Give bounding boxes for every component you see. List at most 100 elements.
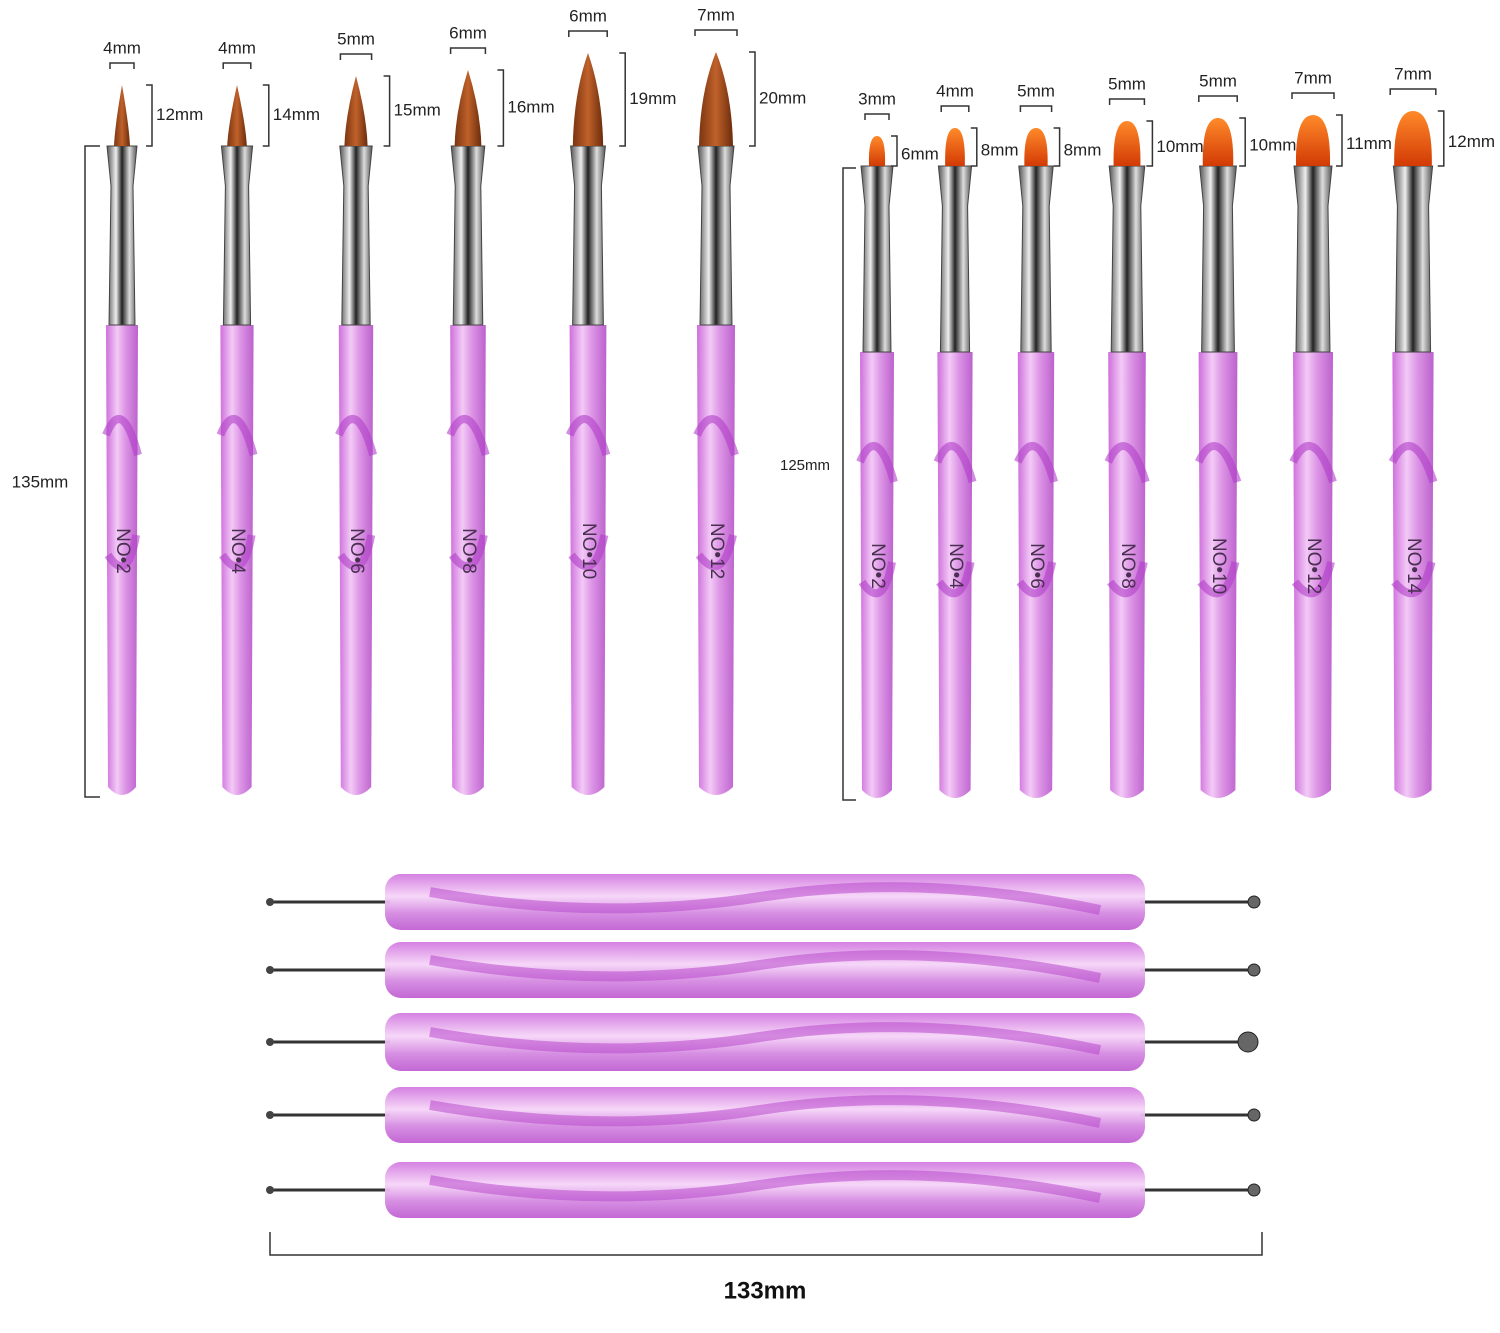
handle-swirl [429,1022,1102,1055]
tip-bracket [970,127,978,167]
dotting-ball [1247,963,1261,977]
brush-handle [569,325,607,795]
brush-number: NO•10 [1208,538,1229,594]
tip-label: 19mm [629,89,676,108]
brush-tip [868,136,886,166]
width-bracket [1198,95,1238,102]
dotting-ball [266,1186,274,1194]
brush-number: NO•4 [227,528,248,574]
brush-ferrule [1293,165,1333,353]
tip-label: 6mm [901,144,939,163]
tip-label: 15mm [394,100,441,119]
brush-number: NO•6 [346,528,367,574]
brush-ferrule [860,165,894,353]
brush-ferrule [339,145,373,326]
brush-number: NO•6 [1026,543,1047,589]
handle-swirl [102,415,142,571]
brush-ferrule [450,145,486,326]
brush-tip [227,85,247,146]
tip-label: 16mm [507,97,554,116]
dotting-ball [1247,1108,1261,1122]
handle-swirl [429,1095,1102,1128]
brush-tip [344,76,368,146]
brush-tip [699,52,733,146]
width-label: 6mm [569,6,607,25]
handle-swirl [693,415,739,571]
brush-handle [106,325,138,795]
length-label: 133mm [724,1277,807,1304]
handle-swirl [933,442,977,598]
width-bracket [109,62,135,69]
width-label: 5mm [337,29,375,48]
tip-label: 8mm [981,140,1019,159]
width-label: 4mm [218,38,256,57]
brush-handle [220,325,254,795]
width-bracket [864,113,890,120]
brush-ferrule [1199,165,1237,353]
handle-swirl [216,415,258,571]
brush-tip [1295,115,1331,166]
handle-swirl [856,442,898,598]
tip-label: 20mm [759,88,806,107]
handle-swirl [335,415,378,571]
brush-handle [450,325,486,795]
brush-tip [114,85,130,146]
brush-ferrule [697,145,735,326]
length-bracket [842,167,856,801]
dotting-ball [266,1038,274,1046]
width-label: 5mm [1017,81,1055,100]
length-bracket [84,145,100,798]
handle-swirl [1104,442,1150,598]
brush-number: NO•2 [867,543,888,589]
tip-label: 10mm [1249,135,1296,154]
brush-tip [1394,111,1432,166]
brush-tip [1113,121,1141,166]
tip-bracket [262,84,270,147]
width-bracket [1291,92,1335,99]
tip-bracket [1437,110,1445,167]
brush-tip [572,53,604,146]
handle-swirl [1014,442,1059,598]
dotting-ball [266,1111,274,1119]
brush-tip [1202,118,1234,166]
tip-bracket [497,69,505,147]
brush-number: NO•8 [1117,543,1138,589]
handle-swirl [429,950,1102,983]
brush-number: NO•12 [706,523,727,579]
width-label: 5mm [1108,74,1146,93]
brush-number: NO•14 [1403,538,1424,595]
dotting-ball [1237,1031,1259,1053]
tip-label: 11mm [1346,134,1392,153]
tip-label: 12mm [1448,132,1495,151]
brush-handle [338,325,374,795]
brush-number: NO•10 [578,523,599,579]
brush-number: NO•8 [458,528,479,574]
width-bracket [339,53,373,60]
width-label: 4mm [936,81,974,100]
dotting-ball [1247,1183,1261,1197]
handle-swirl [429,1170,1102,1203]
dotting-ball [1247,895,1261,909]
dotting-ball [266,966,274,974]
brush-ferrule [220,145,254,326]
handle-swirl [1289,442,1337,598]
handle-swirl [565,415,611,571]
handle-swirl [1388,442,1438,598]
brush-tip [454,70,482,146]
width-bracket [1019,105,1053,112]
handle-swirl [1195,442,1242,598]
tip-bracket [1053,127,1061,167]
width-bracket [1108,98,1146,105]
tip-bracket [1239,117,1246,167]
width-label: 7mm [1294,68,1332,87]
brush-ferrule [1108,165,1146,353]
brush-ferrule [1392,165,1434,353]
width-label: 3mm [858,89,896,108]
handle-swirl [429,882,1102,915]
tip-bracket [383,75,391,147]
tip-bracket [1146,120,1154,167]
tip-bracket [1336,114,1343,167]
brush-number: NO•4 [945,543,966,589]
tip-label: 14mm [273,105,320,124]
